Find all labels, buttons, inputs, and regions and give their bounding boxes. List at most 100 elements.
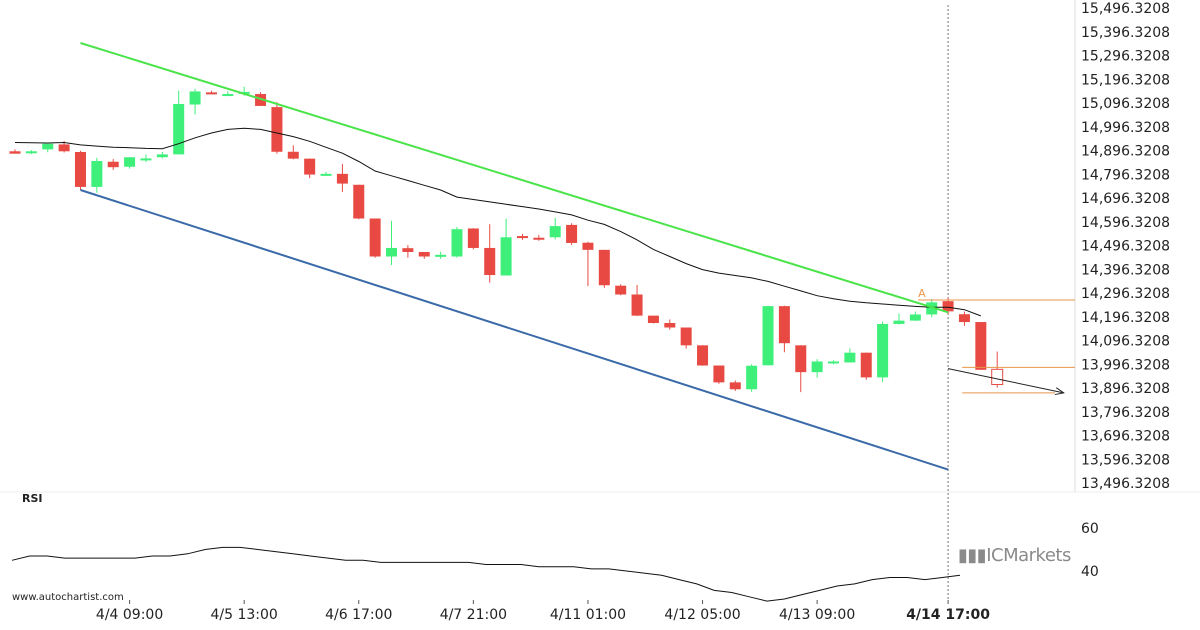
- y-tick-label: 14,796.3208: [1081, 167, 1170, 183]
- overlays: A: [14, 42, 1075, 471]
- candle: [958, 311, 970, 326]
- candle: [615, 284, 627, 296]
- forecast-arrow-head: [1054, 387, 1065, 396]
- candle-body: [255, 94, 267, 106]
- y-tick-label: 13,896.3208: [1081, 381, 1170, 397]
- y-tick-label: 13,996.3208: [1081, 357, 1170, 373]
- candle: [778, 305, 790, 353]
- candle: [697, 345, 709, 366]
- candle-body: [762, 306, 774, 366]
- y-tick-label: 14,396.3208: [1081, 262, 1170, 278]
- x-tick-label: 4/13 09:00: [779, 607, 855, 623]
- y-tick-label: 14,096.3208: [1081, 334, 1170, 350]
- candle-body: [222, 94, 234, 97]
- candle-body: [516, 236, 528, 239]
- candle: [124, 157, 136, 169]
- candle: [533, 235, 545, 241]
- candle-body: [958, 314, 970, 323]
- candle: [729, 380, 741, 391]
- candle: [795, 345, 807, 393]
- candle: [746, 364, 758, 392]
- candle: [877, 321, 889, 383]
- candle: [909, 311, 921, 321]
- candle: [320, 171, 332, 176]
- candle-body: [418, 251, 430, 257]
- y-tick-label: 14,296.3208: [1081, 286, 1170, 302]
- candle-body: [582, 242, 594, 250]
- candle-body: [42, 143, 54, 150]
- candle: [336, 163, 348, 192]
- candle: [25, 150, 37, 155]
- candle-body: [9, 151, 21, 154]
- candle-body: [74, 152, 86, 187]
- candle: [680, 327, 692, 349]
- candle-body: [386, 247, 398, 257]
- y-tick-label: 14,496.3208: [1081, 239, 1170, 255]
- candle: [91, 157, 103, 193]
- candle-body: [795, 345, 807, 373]
- upper-trendline: [80, 42, 949, 314]
- candle-body: [926, 302, 938, 315]
- candles: [9, 86, 1004, 393]
- candle-body: [156, 154, 168, 158]
- candle: [500, 218, 512, 276]
- candle-body: [877, 323, 889, 378]
- candle: [304, 158, 316, 179]
- candle-body: [860, 352, 872, 378]
- candle: [549, 217, 561, 240]
- candle: [828, 360, 839, 365]
- rsi-line: [11, 546, 961, 602]
- candle-body: [942, 301, 954, 312]
- candle-body: [173, 104, 185, 155]
- x-tick-label: 4/12 05:00: [664, 607, 740, 623]
- annotation-label: A: [918, 287, 926, 300]
- x-tick-label: 4/6 17:00: [325, 607, 392, 623]
- candle: [664, 319, 676, 330]
- candle-body: [647, 315, 659, 324]
- candle: [647, 315, 659, 324]
- candle: [287, 145, 299, 160]
- candle-body: [811, 361, 823, 373]
- candle-body: [435, 254, 447, 257]
- candle-body: [107, 161, 119, 168]
- candle-body: [25, 151, 37, 154]
- candle: [205, 90, 217, 95]
- candle: [42, 143, 54, 153]
- candle-body: [664, 323, 676, 328]
- brand-logo: ▮▮▮ICMarkets: [958, 545, 1071, 566]
- candle-body: [58, 144, 70, 152]
- candle: [451, 227, 463, 258]
- candle: [156, 152, 168, 159]
- candle-body: [205, 92, 217, 95]
- candle-body: [631, 294, 643, 316]
- y-tick-label: 15,296.3208: [1081, 49, 1170, 65]
- candle: [991, 351, 1004, 388]
- x-tick-label: 4/11 01:00: [550, 607, 626, 623]
- candle-body: [828, 361, 839, 364]
- candle-body: [746, 365, 758, 390]
- candle: [811, 359, 823, 378]
- lower-trendline: [80, 189, 949, 471]
- candle: [107, 159, 119, 170]
- brand-text: ICMarkets: [986, 545, 1071, 566]
- candle-body: [598, 249, 610, 286]
- y-tick-label: 14,896.3208: [1081, 144, 1170, 160]
- moving-average-line: [14, 127, 981, 317]
- candle-body: [909, 314, 921, 321]
- candle: [189, 88, 201, 115]
- y-tick-label: 15,496.3208: [1081, 1, 1170, 17]
- candle: [713, 365, 725, 384]
- brand-icon: ▮▮▮: [958, 545, 987, 566]
- y-tick-label: 15,196.3208: [1081, 72, 1170, 88]
- x-tick-label: 4/7 21:00: [440, 607, 507, 623]
- candle: [516, 233, 528, 240]
- candle-body: [975, 322, 987, 370]
- rsi-panel: RSI 60 40: [11, 492, 1099, 602]
- candle-body: [304, 158, 316, 175]
- candle-body: [893, 320, 905, 324]
- rsi-tick-label: 60: [1081, 521, 1099, 537]
- y-tick-label: 14,596.3208: [1081, 215, 1170, 231]
- forecast-arrow-line: [947, 368, 1064, 394]
